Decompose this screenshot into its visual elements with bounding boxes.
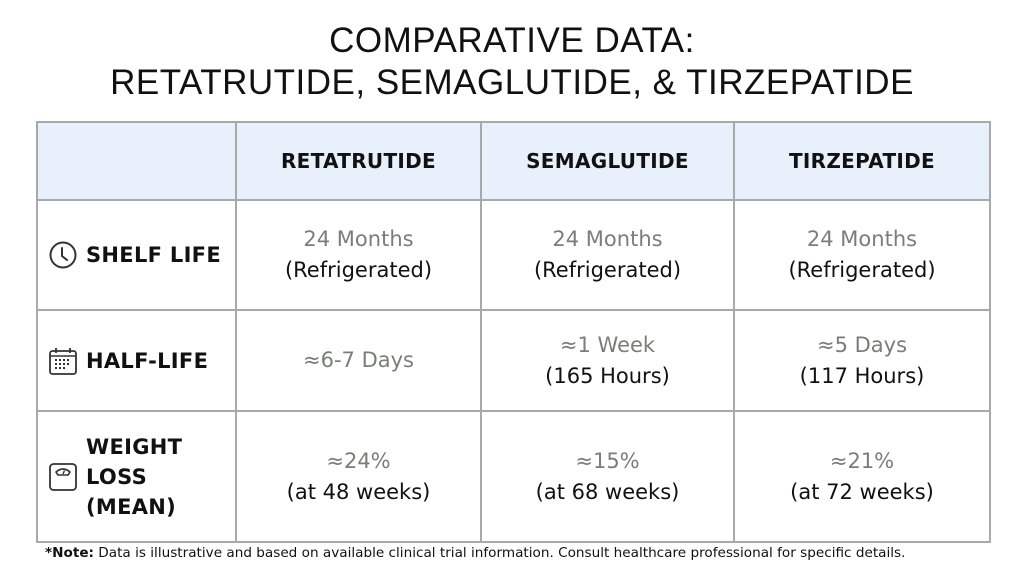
row-label-weight-loss: WEIGHT LOSS (MEAN) — [86, 434, 183, 519]
row-header-shelf-life: SHELF LIFE — [36, 199, 237, 311]
clock-icon — [48, 240, 78, 270]
cell-retatrutide-shelf-life: 24 Months (Refrigerated) — [235, 199, 482, 311]
cell-semaglutide-weight-loss: ≈15% (at 68 weeks) — [480, 410, 735, 543]
cell-tirzepatide-half-life: ≈5 Days (117 Hours) — [733, 309, 991, 412]
footnote-label: *Note: — [45, 545, 94, 561]
row-header-weight-loss: WEIGHT LOSS (MEAN) — [36, 410, 237, 543]
scale-icon — [48, 462, 78, 492]
cell-tirzepatide-weight-loss: ≈21% (at 72 weeks) — [733, 410, 991, 543]
page-title: COMPARATIVE DATA: RETATRUTIDE, SEMAGLUTI… — [0, 20, 1024, 104]
footnote: *Note: Data is illustrative and based on… — [45, 545, 1005, 561]
table-row-half-life: HALF-LIFE ≈6-7 Days ≈1 Week (165 Hours) ≈… — [36, 309, 991, 412]
header-semaglutide: SEMAGLUTIDE — [480, 121, 735, 201]
title-line-2: RETATRUTIDE, SEMAGLUTIDE, & TIRZEPATIDE — [110, 63, 914, 102]
table-row-weight-loss: WEIGHT LOSS (MEAN) ≈24% (at 48 weeks) ≈15… — [36, 410, 991, 543]
table-row-shelf-life: SHELF LIFE 24 Months (Refrigerated) 24 Mo… — [36, 199, 991, 311]
row-header-half-life: HALF-LIFE — [36, 309, 237, 412]
calendar-icon — [48, 346, 78, 376]
footnote-text: Data is illustrative and based on availa… — [93, 545, 906, 561]
header-empty-cell — [36, 121, 237, 201]
row-label-half-life: HALF-LIFE — [86, 348, 209, 373]
cell-semaglutide-shelf-life: 24 Months (Refrigerated) — [480, 199, 735, 311]
cell-semaglutide-half-life: ≈1 Week (165 Hours) — [480, 309, 735, 412]
cell-retatrutide-half-life: ≈6-7 Days — [235, 309, 482, 412]
comparison-table: RETATRUTIDE SEMAGLUTIDE TIRZEPATIDE SHEL… — [36, 121, 991, 543]
title-line-1: COMPARATIVE DATA: — [329, 21, 695, 60]
table-header-row: RETATRUTIDE SEMAGLUTIDE TIRZEPATIDE — [36, 121, 991, 201]
row-label-shelf-life: SHELF LIFE — [86, 243, 221, 267]
header-tirzepatide: TIRZEPATIDE — [733, 121, 991, 201]
cell-retatrutide-weight-loss: ≈24% (at 48 weeks) — [235, 410, 482, 543]
cell-tirzepatide-shelf-life: 24 Months (Refrigerated) — [733, 199, 991, 311]
header-retatrutide: RETATRUTIDE — [235, 121, 482, 201]
